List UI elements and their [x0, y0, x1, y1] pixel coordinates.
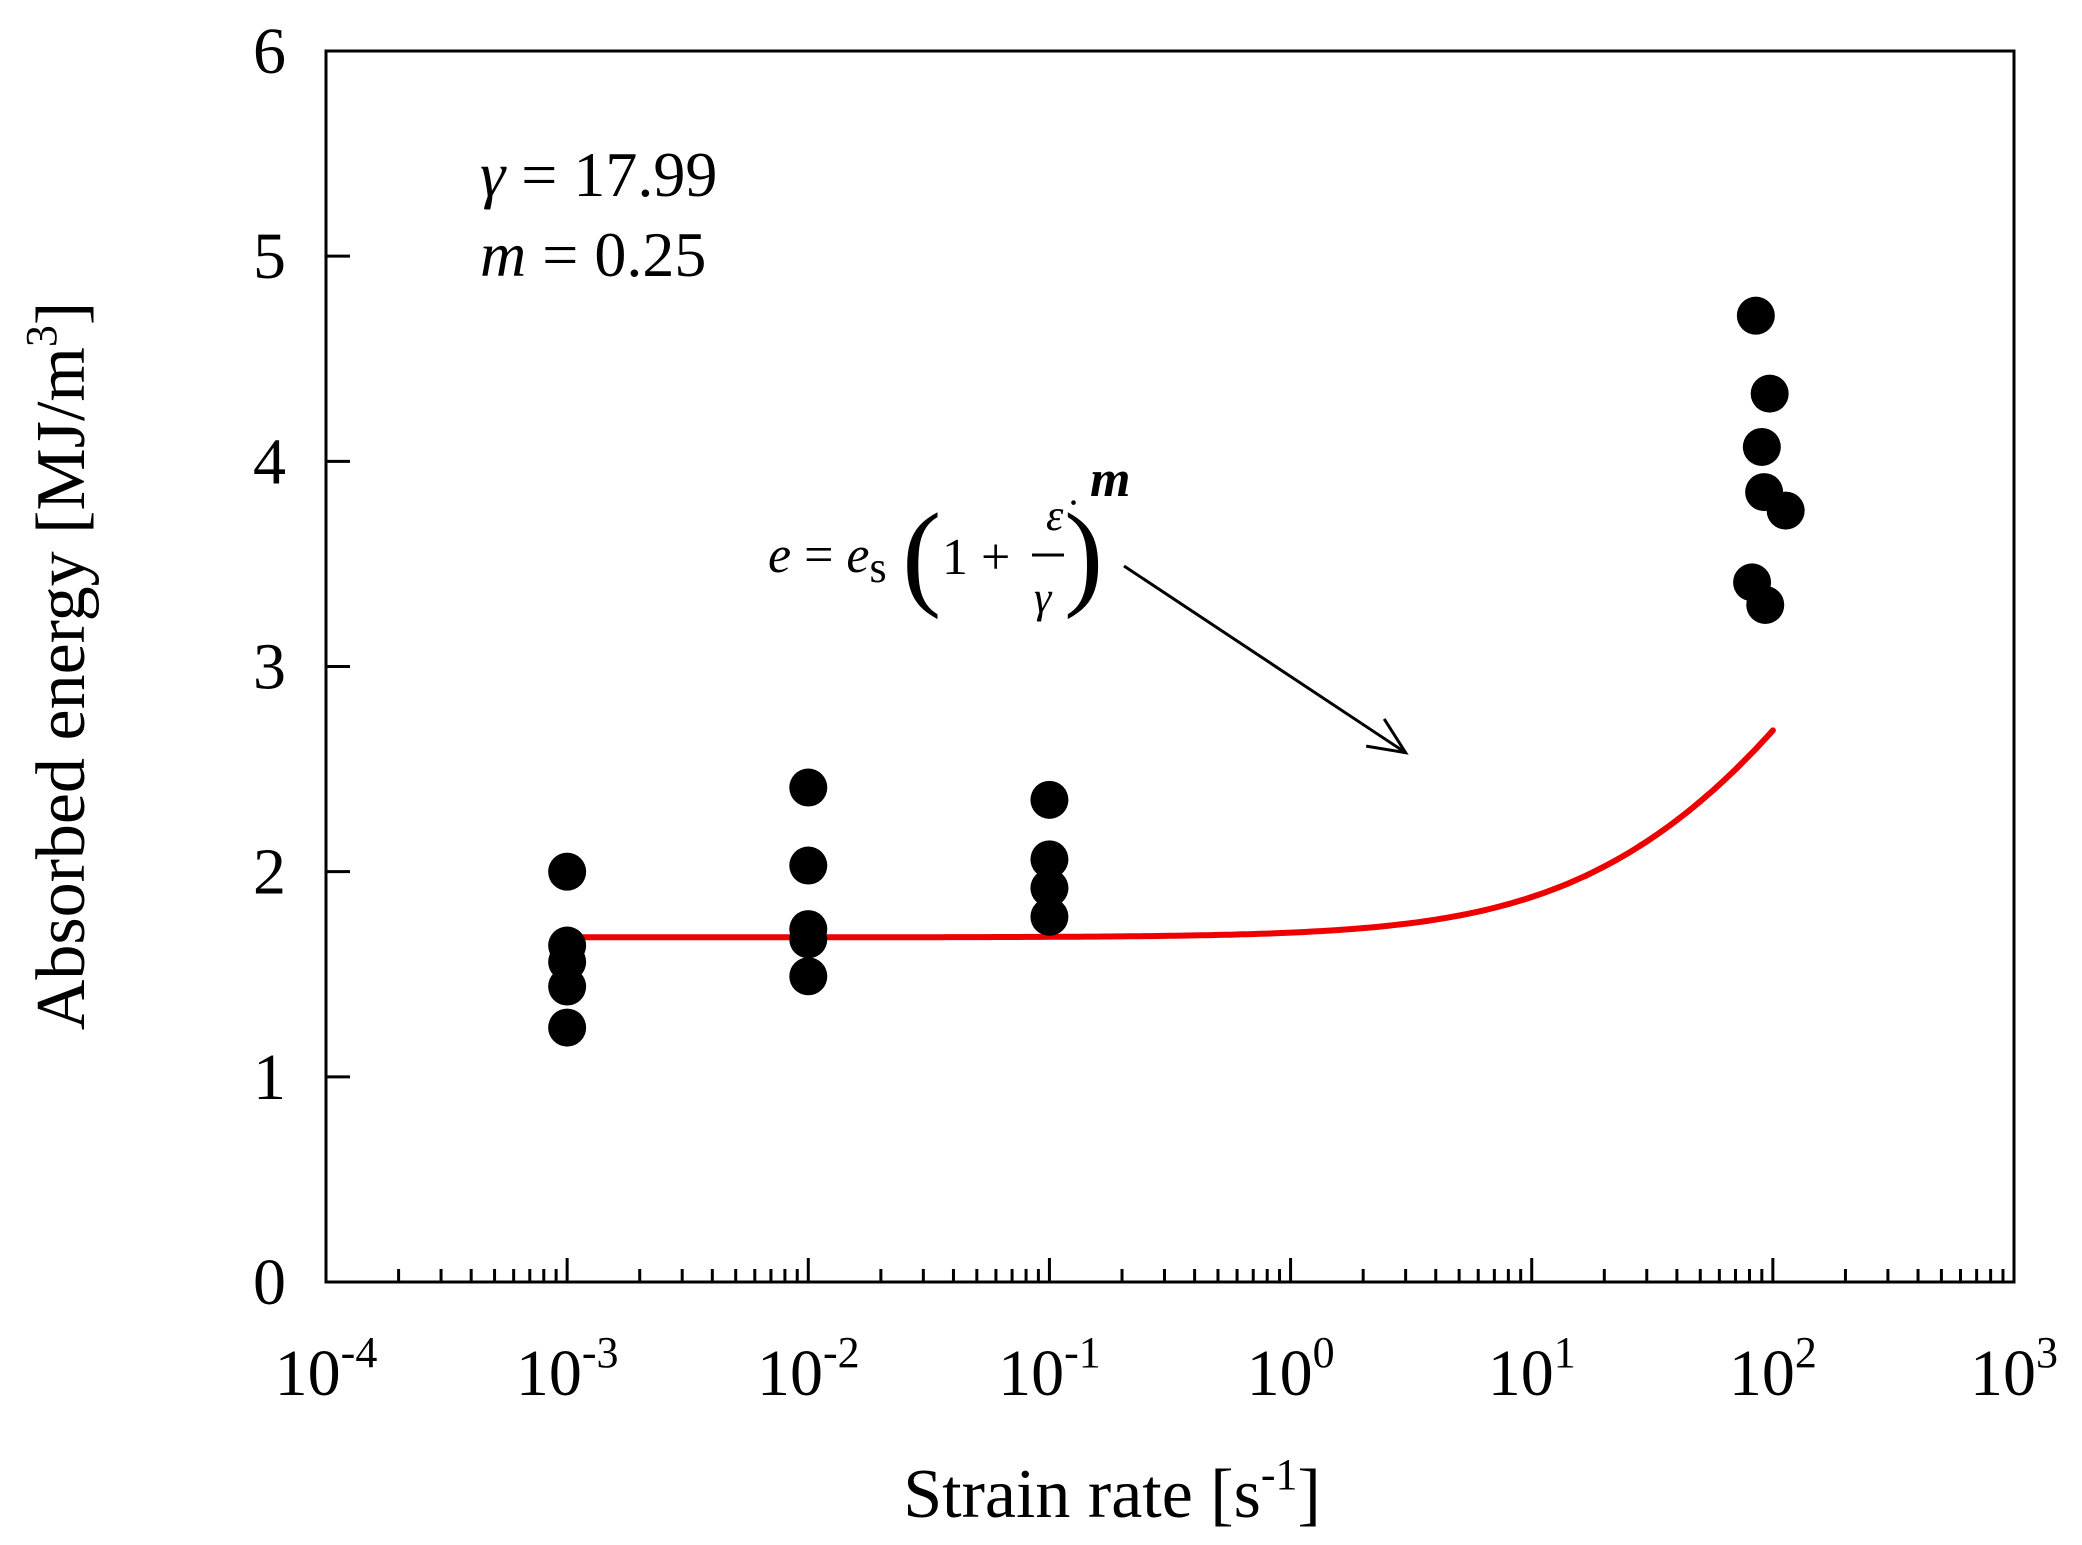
data-point	[1742, 427, 1781, 466]
fitted-curve	[564, 727, 1776, 941]
x-axis-tick-labels: 10-4 10-3 10-2 10-1 100 101 102 103	[275, 1328, 2058, 1410]
data-point	[789, 920, 828, 959]
x-tick-label: 10-4	[275, 1328, 378, 1410]
data-point	[1030, 897, 1069, 936]
formula-one-plus: 1 +	[942, 529, 1023, 586]
formula-arrowhead	[1365, 718, 1409, 755]
data-point	[789, 957, 828, 996]
x-tick-label: 103	[1970, 1328, 2058, 1410]
data-point	[1766, 491, 1805, 530]
y-axis-ticks	[326, 49, 350, 1284]
x-axis-ticks	[324, 1258, 2016, 1282]
x-tick-label: 10-2	[757, 1328, 860, 1410]
formula-left-paren: (	[902, 489, 941, 620]
x-tick-label: 100	[1247, 1328, 1335, 1410]
y-tick-label: 6	[253, 15, 286, 88]
y-tick-label: 3	[253, 631, 286, 704]
y-tick-label: 4	[253, 425, 286, 498]
y-axis-title: Absorbed energy [MJ/m3]	[17, 302, 100, 1030]
m-annotation: m = 0.25	[480, 219, 706, 290]
data-point	[548, 967, 587, 1006]
gamma-annotation: γ = 17.99	[480, 139, 717, 210]
formula-arrow-line	[1123, 564, 1407, 754]
y-tick-label: 5	[253, 220, 286, 293]
y-tick-label: 1	[253, 1041, 286, 1114]
formula-lhs: e = es	[768, 527, 887, 592]
y-tick-label: 0	[253, 1246, 286, 1319]
data-point	[1746, 585, 1785, 624]
y-tick-label: 2	[253, 836, 286, 909]
data-point	[1030, 780, 1069, 819]
data-point	[548, 1008, 587, 1047]
x-tick-label: 10-3	[516, 1328, 619, 1410]
data-point	[789, 846, 828, 885]
data-point	[1750, 374, 1789, 413]
data-point	[1030, 840, 1069, 879]
data-point	[1030, 869, 1069, 908]
x-tick-label: 102	[1729, 1328, 1817, 1410]
data-point	[548, 852, 587, 891]
data-points	[548, 296, 1805, 1047]
formula-denominator: γ	[1034, 573, 1053, 622]
x-tick-label: 10-1	[998, 1328, 1101, 1410]
formula-exponent: m	[1090, 451, 1130, 508]
formula-right-paren: )	[1064, 489, 1103, 620]
data-point	[789, 768, 828, 807]
x-axis-title: Strain rate [s-1]	[903, 1450, 1321, 1533]
data-point	[1736, 296, 1775, 335]
formula-annotation: e = es ( 1 + ε̇ γ ) m	[768, 451, 1409, 755]
y-axis-tick-labels: 0 1 2 3 4 5 6	[253, 15, 286, 1319]
x-tick-label: 101	[1488, 1328, 1576, 1410]
